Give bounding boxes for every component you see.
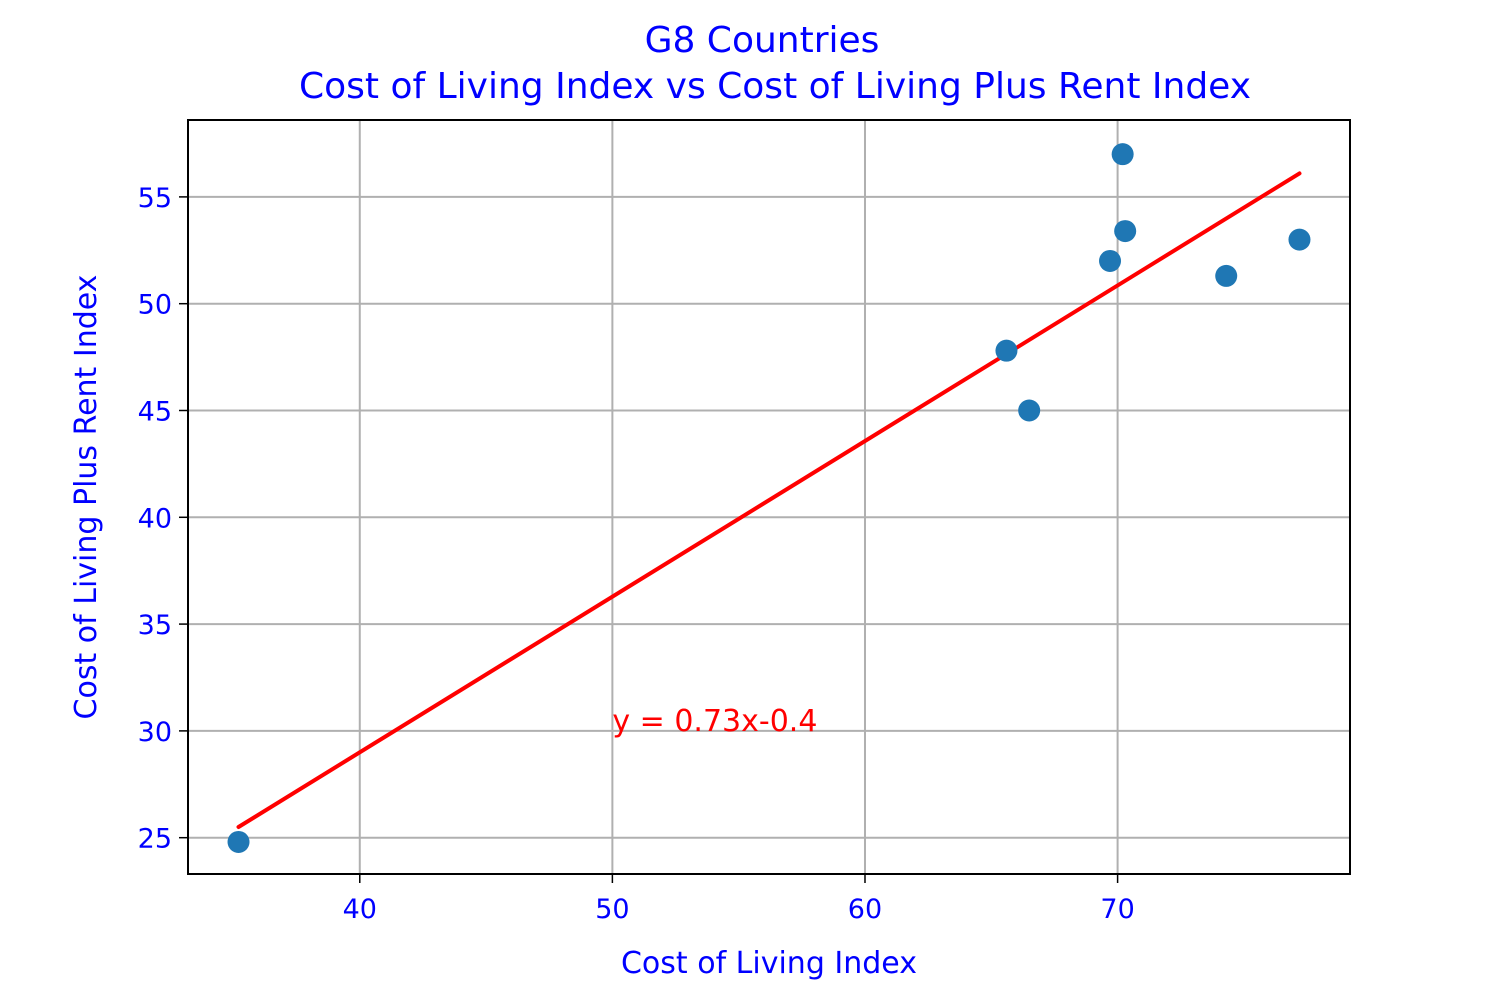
regression-line-layer bbox=[236, 171, 1302, 830]
data-point bbox=[1288, 228, 1311, 251]
y-tick-label: 35 bbox=[138, 610, 172, 641]
regression-line bbox=[236, 171, 1302, 830]
y-tick-label: 45 bbox=[138, 396, 172, 427]
x-tick-label: 40 bbox=[343, 894, 377, 925]
axis-ticks: 40 50 60 70 25 30 35 40 45 50 55 bbox=[138, 183, 1135, 925]
plot-frame bbox=[187, 119, 1351, 875]
x-axis-label: Cost of Living Index bbox=[621, 946, 917, 981]
data-point bbox=[227, 830, 250, 853]
data-point bbox=[995, 339, 1018, 362]
y-tick-label: 25 bbox=[138, 824, 172, 855]
scatter-points bbox=[227, 143, 1311, 853]
chart-subtitle: Cost of Living Index vs Cost of Living P… bbox=[299, 66, 1251, 107]
y-tick-label: 30 bbox=[138, 717, 172, 748]
x-tick-label: 70 bbox=[1100, 894, 1134, 925]
data-point bbox=[1114, 220, 1137, 243]
x-tick-label: 60 bbox=[848, 894, 882, 925]
data-point bbox=[1215, 264, 1238, 287]
y-axis-label: Cost of Living Plus Rent Index bbox=[69, 275, 104, 720]
data-point bbox=[1018, 399, 1041, 422]
data-point bbox=[1111, 143, 1134, 166]
regression-equation: y = 0.73x-0.4 bbox=[612, 704, 817, 739]
data-point bbox=[1099, 249, 1122, 272]
x-tick-label: 50 bbox=[595, 894, 629, 925]
chart-title: G8 Countries bbox=[645, 20, 880, 61]
y-tick-label: 40 bbox=[138, 503, 172, 534]
grid bbox=[188, 120, 1350, 874]
y-tick-label: 50 bbox=[138, 290, 172, 321]
y-tick-label: 55 bbox=[138, 183, 172, 214]
